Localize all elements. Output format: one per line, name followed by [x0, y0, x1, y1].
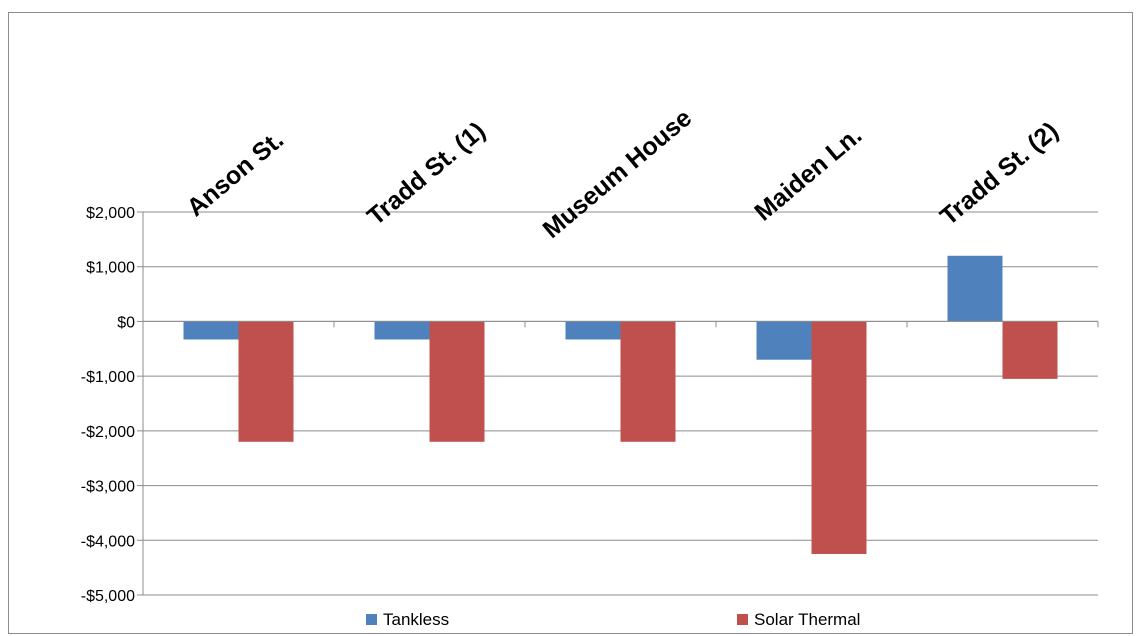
axes — [137, 211, 1099, 596]
y-tick-labels: $2,000 $1,000 $0 -$1,000 -$2,000 -$3,000 -$4,0… — [81, 205, 135, 605]
y-tick-label: $0 — [117, 314, 135, 331]
bar-tankless — [183, 321, 239, 340]
y-tick-label: -$5,000 — [81, 588, 135, 605]
legend-label: Tankless — [383, 610, 449, 629]
bar-tankless — [374, 321, 430, 340]
bar-tankless — [565, 321, 621, 340]
legend-label: Solar Thermal — [754, 610, 860, 629]
category-label: Anson St. — [182, 126, 289, 222]
y-tick-label: $2,000 — [86, 205, 135, 222]
y-tick-label: -$1,000 — [81, 369, 135, 386]
category-labels: Anson St. Tradd St. (1) Museum House Maiden… — [182, 104, 1064, 244]
bar-solar-thermal — [620, 321, 676, 442]
bar-solar-thermal — [429, 321, 485, 442]
bar-solar-thermal — [238, 321, 294, 442]
category-label: Maiden Ln. — [749, 121, 867, 226]
bars — [183, 255, 1058, 554]
y-tick-label: -$3,000 — [81, 479, 135, 496]
bar-tankless — [947, 255, 1003, 322]
y-tick-label: $1,000 — [86, 260, 135, 277]
y-tick-label: -$4,000 — [81, 533, 135, 550]
bar-solar-thermal — [811, 321, 867, 554]
category-label: Tradd St. (2) — [935, 117, 1064, 231]
bar-solar-thermal — [1002, 321, 1058, 379]
legend: Tankless Solar Thermal — [366, 610, 860, 629]
bar-tankless — [756, 321, 812, 360]
legend-swatch — [737, 614, 748, 625]
legend-swatch — [366, 614, 377, 625]
category-label: Tradd St. (1) — [362, 117, 491, 231]
category-label: Museum House — [538, 104, 698, 244]
y-tick-label: -$2,000 — [81, 424, 135, 441]
